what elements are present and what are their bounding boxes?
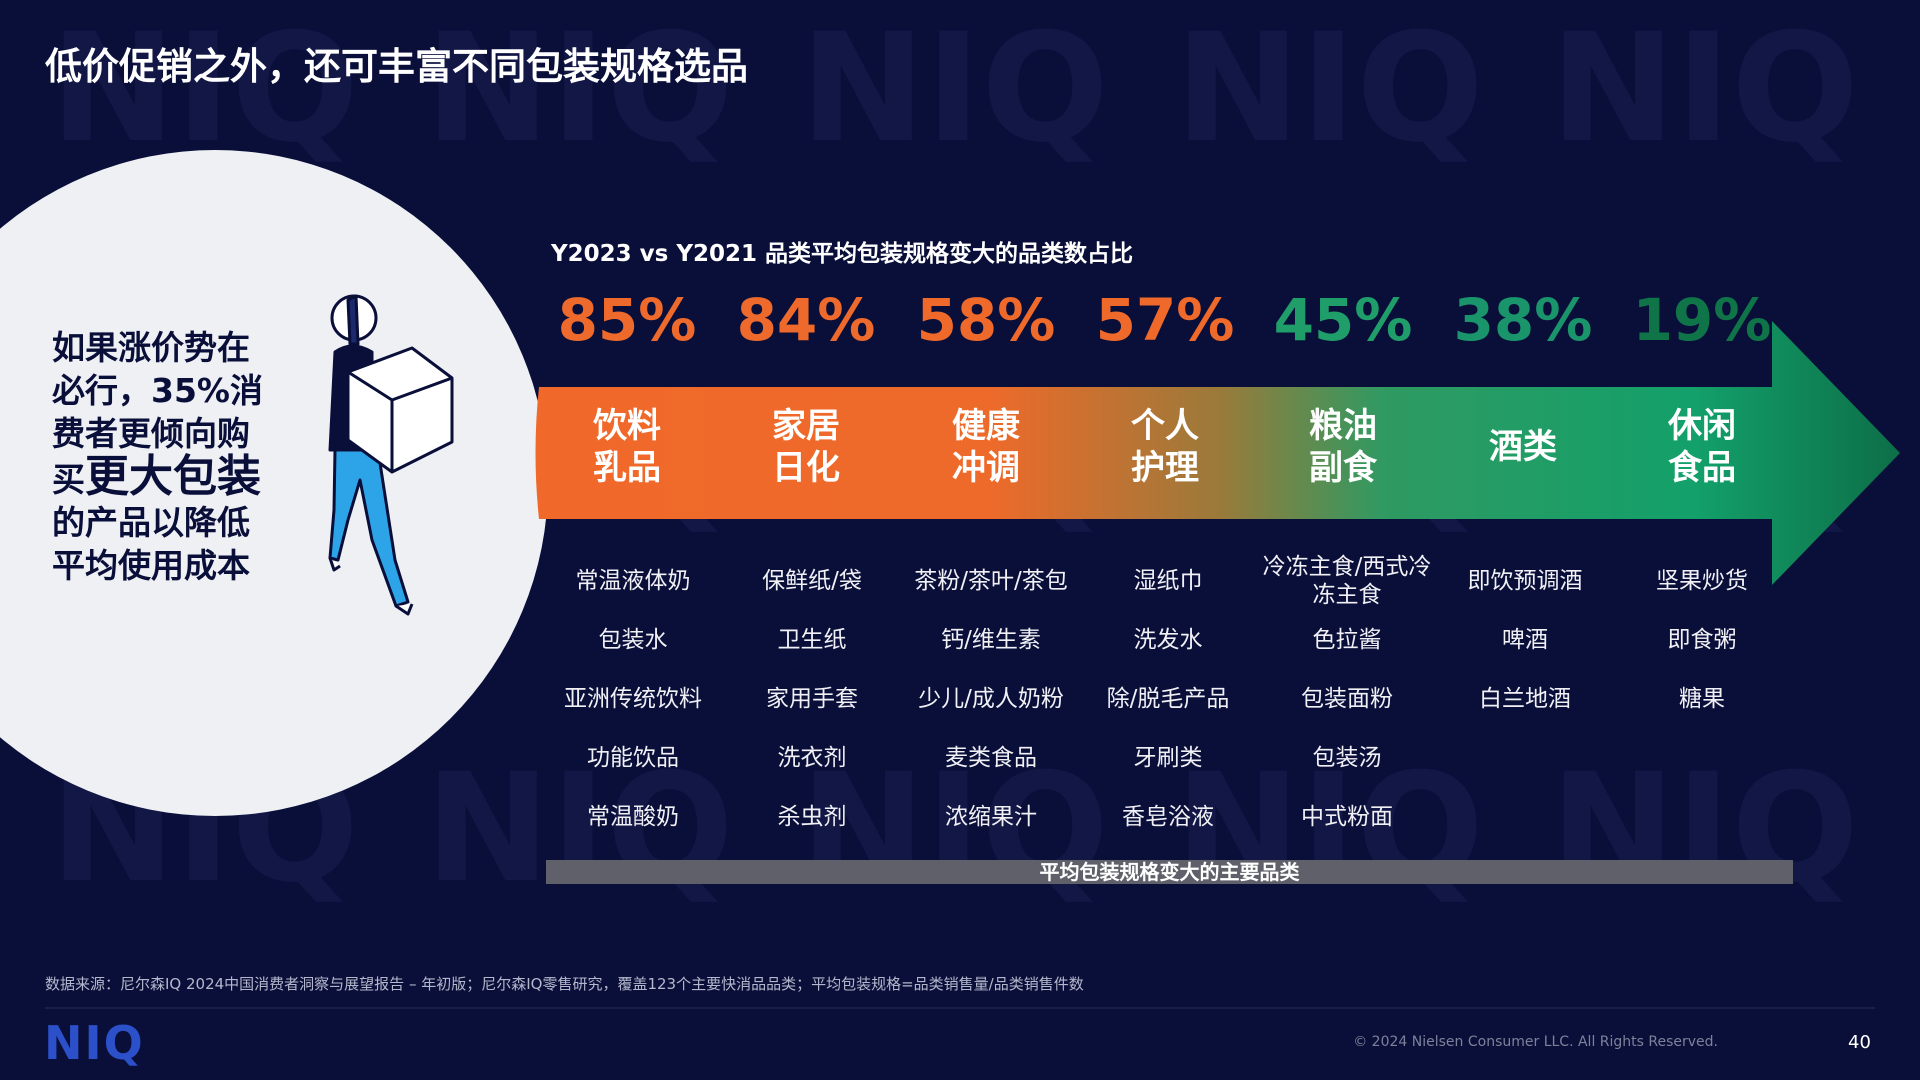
category-line: 日化 bbox=[772, 448, 840, 488]
percent-label: 38% bbox=[1453, 286, 1593, 354]
watermark-text: NIQ bbox=[1175, 742, 1484, 916]
watermark-text: NIQ bbox=[425, 2, 734, 176]
percent-label: 58% bbox=[916, 286, 1056, 354]
category-line: 食品 bbox=[1668, 448, 1736, 488]
percent-label: 19% bbox=[1632, 286, 1772, 354]
percent-label: 84% bbox=[736, 286, 876, 354]
category-label: 家居 日化 bbox=[711, 405, 901, 489]
item-label: 保鲜纸/袋 bbox=[762, 568, 862, 595]
category-label: 个人 护理 bbox=[1070, 405, 1260, 489]
watermark-text: NIQ bbox=[1175, 2, 1484, 176]
item-label: 湿纸巾 bbox=[1133, 568, 1203, 595]
item-label: 卫生纸 bbox=[777, 627, 847, 654]
person-illustration bbox=[328, 294, 454, 616]
watermark-text: NIQ bbox=[425, 742, 734, 916]
callout-emphasis: 更大包装 bbox=[85, 451, 261, 502]
category-line: 健康 bbox=[952, 406, 1020, 446]
item-label: 糖果 bbox=[1679, 685, 1725, 712]
callout-line: 平均使用成本 bbox=[52, 546, 250, 585]
item-label: 麦类食品 bbox=[945, 744, 1037, 771]
callout-text: 买 bbox=[52, 460, 85, 499]
callout-text: 如果涨价势在 必行，35%消 费者更倾向购 买更大包装 的产品以降低 平均使用成本 bbox=[52, 326, 263, 587]
slide-title: 低价促销之外，还可丰富不同包装规格选品 bbox=[45, 45, 748, 88]
item-label: 包装汤 bbox=[1312, 744, 1382, 771]
item-list: 茶粉/茶叶/茶包 钙/维生素少儿/成人奶粉 麦类食品浓缩果汁 bbox=[906, 552, 1076, 846]
item-label: 常温液体奶 bbox=[575, 568, 691, 595]
item-label: 包装水 bbox=[598, 627, 668, 654]
watermark-text: NIQ bbox=[800, 2, 1109, 176]
logo: NIQ bbox=[44, 1016, 145, 1070]
callout-line: 如果涨价势在 bbox=[52, 328, 250, 367]
bar-label: 平均包装规格变大的主要品类 bbox=[1039, 860, 1300, 884]
callout-circle bbox=[0, 150, 548, 816]
callout-line: 费者更倾向购 bbox=[52, 414, 250, 453]
watermark-text: NIQ bbox=[1550, 2, 1859, 176]
item-label: 牙刷类 bbox=[1133, 744, 1203, 771]
source-note: 数据来源：尼尔森IQ 2024中国消费者洞察与展望报告 – 年初版；尼尔森IQ零… bbox=[45, 975, 1084, 993]
copyright: © 2024 Nielsen Consumer LLC. All Rights … bbox=[1353, 1034, 1718, 1050]
item-list: 冷冻主食/西式冷冻主食色拉酱包装面粉包装汤中式粉面 bbox=[1262, 552, 1432, 846]
percent-label: 57% bbox=[1095, 286, 1235, 354]
category-line: 家居 bbox=[772, 406, 840, 446]
callout-line: 必行，35%消 bbox=[52, 371, 263, 410]
footer-bar bbox=[546, 860, 1793, 884]
category-label: 健康 冲调 bbox=[891, 405, 1081, 489]
item-label: 功能饮品 bbox=[587, 744, 679, 771]
item-label: 除/脱毛产品 bbox=[1106, 685, 1230, 712]
item-list: 保鲜纸/袋卫生纸家用手套洗衣剂杀虫剂 bbox=[727, 552, 897, 846]
category-line: 酒类 bbox=[1489, 427, 1557, 467]
category-line: 饮料 bbox=[593, 406, 661, 446]
callout-line: 的产品以降低 bbox=[52, 503, 250, 542]
item-label: 家用手套 bbox=[766, 685, 858, 712]
item-label: 即食粥 bbox=[1667, 627, 1737, 654]
page-number: 40 bbox=[1848, 1032, 1871, 1053]
item-label: 香皂浴液 bbox=[1122, 803, 1214, 830]
item-label: 白兰地酒 bbox=[1479, 685, 1571, 712]
item-label: 洗发水 bbox=[1133, 627, 1203, 654]
watermark-text: NIQ bbox=[50, 2, 359, 176]
panel-subtitle: Y2023 vs Y2021 品类平均包装规格变大的品类数占比 bbox=[551, 241, 1134, 267]
category-line: 休闲 bbox=[1668, 406, 1736, 446]
item-list: 湿纸巾洗发水除/脱毛产品 牙刷类香皂浴液 bbox=[1083, 552, 1253, 846]
item-label: 啤酒 bbox=[1502, 627, 1548, 654]
item-label: 茶粉/茶叶/茶包 bbox=[914, 568, 1068, 595]
item-label: 常温酸奶 bbox=[587, 803, 679, 830]
item-label: 少儿/成人奶粉 bbox=[918, 685, 1064, 712]
category-label: 酒类 bbox=[1428, 405, 1618, 489]
item-list: 常温液体奶包装水亚洲传统饮料 功能饮品常温酸奶 bbox=[548, 552, 718, 846]
category-line: 护理 bbox=[1131, 448, 1199, 488]
callout-line: 买更大包装 bbox=[52, 455, 263, 501]
category-line: 个人 bbox=[1131, 406, 1199, 446]
item-label: 色拉酱 bbox=[1312, 627, 1382, 654]
category-label: 休闲 食品 bbox=[1607, 405, 1797, 489]
arrow-band bbox=[535, 321, 1900, 585]
item-label: 浓缩果汁 bbox=[945, 803, 1037, 830]
category-line: 粮油 bbox=[1309, 406, 1377, 446]
item-label: 亚洲传统饮料 bbox=[564, 685, 702, 712]
watermark-text: NIQ bbox=[800, 742, 1109, 916]
category-label: 粮油 副食 bbox=[1248, 405, 1438, 489]
item-label: 冷冻主食/西式冷冻主食 bbox=[1262, 554, 1432, 609]
watermark-text: NIQ bbox=[1550, 742, 1859, 916]
item-label: 中式粉面 bbox=[1301, 803, 1393, 830]
item-list: 即饮预调酒啤酒白兰地酒 bbox=[1440, 552, 1610, 728]
category-line: 乳品 bbox=[593, 448, 661, 488]
category-label: 饮料 乳品 bbox=[532, 405, 722, 489]
item-label: 洗衣剂 bbox=[777, 744, 847, 771]
item-label: 钙/维生素 bbox=[941, 627, 1041, 654]
item-label: 包装面粉 bbox=[1301, 685, 1393, 712]
item-label: 坚果炒货 bbox=[1656, 568, 1748, 595]
item-label: 即饮预调酒 bbox=[1467, 568, 1583, 595]
category-line: 副食 bbox=[1309, 448, 1377, 488]
category-line: 冲调 bbox=[952, 448, 1020, 488]
percent-label: 45% bbox=[1273, 286, 1413, 354]
item-list: 坚果炒货 即食粥 糖果 bbox=[1617, 552, 1787, 728]
percent-label: 85% bbox=[557, 286, 697, 354]
item-label: 杀虫剂 bbox=[777, 803, 847, 830]
